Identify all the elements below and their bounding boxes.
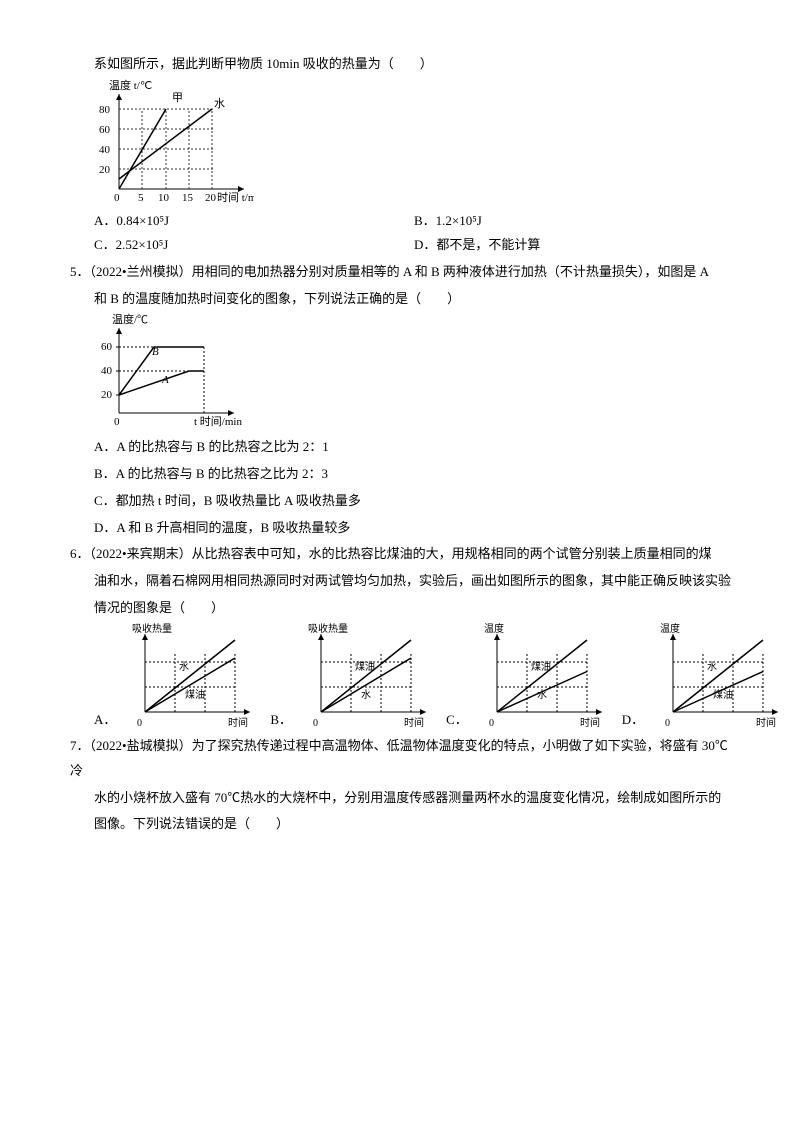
svg-text:时间: 时间: [756, 716, 776, 729]
q5-chart: 温度/℃ 20 40 60 B A 0 t 时间/min: [70, 313, 734, 433]
x-axis-label: t 时间/min: [194, 415, 242, 428]
q6-line1: 6．（2022•来宾期末）从比热容表中可知，水的比热容比煤油的大，用规格相同的两…: [70, 542, 734, 567]
svg-text:80: 80: [99, 104, 111, 116]
svg-text:时间: 时间: [228, 716, 248, 729]
q4-tail: 系如图所示，据此判断甲物质 10min 吸收的热量为（ ）: [70, 52, 734, 77]
q5-line1: 5．（2022•兰州模拟）用相同的电加热器分别对质量相等的 A 和 B 两种液体…: [70, 260, 734, 285]
svg-text:温度: 温度: [484, 622, 504, 635]
svg-text:水: 水: [361, 689, 371, 701]
svg-text:0: 0: [489, 718, 494, 729]
q5-opt-b: B．A 的比热容与 B 的比热容之比为 2：3: [70, 462, 734, 487]
svg-text:0: 0: [137, 718, 142, 729]
x-axis-label: 时间 t/min: [217, 191, 254, 204]
q5-opt-c: C．都加热 t 时间，B 吸收热量比 A 吸收热量多: [70, 489, 734, 514]
svg-text:0: 0: [665, 718, 670, 729]
series-a: A: [161, 374, 169, 386]
svg-text:温度: 温度: [660, 622, 680, 635]
q4-opt-d: D．都不是，不能计算: [414, 233, 734, 258]
svg-text:60: 60: [101, 341, 113, 353]
q5-line2: 和 B 的温度随加热时间变化的图象，下列说法正确的是（ ）: [70, 287, 734, 312]
svg-text:吸收热量: 吸收热量: [132, 622, 172, 635]
svg-text:60: 60: [99, 124, 111, 136]
svg-text:水: 水: [537, 689, 547, 701]
svg-text:时间: 时间: [580, 716, 600, 729]
q7-line3: 图像。下列说法错误的是（ ）: [70, 812, 734, 837]
svg-text:20: 20: [101, 389, 113, 401]
q4-opt-a: A．0.84×10⁵J: [94, 209, 414, 234]
svg-text:吸收热量: 吸收热量: [308, 622, 348, 635]
svg-text:煤油: 煤油: [713, 688, 733, 701]
series-jia: 甲: [172, 92, 183, 104]
svg-text:15: 15: [182, 192, 194, 204]
q5-opt-a: A．A 的比热容与 B 的比热容之比为 2：1: [70, 435, 734, 460]
svg-text:0: 0: [114, 192, 120, 204]
svg-text:5: 5: [138, 192, 144, 204]
svg-text:20: 20: [205, 192, 217, 204]
q5-opt-d: D．A 和 B 升高相同的温度，B 吸收热量较多: [70, 516, 734, 541]
q6-charts: A． 吸收热量 水 煤油 0 时间: [70, 622, 734, 732]
svg-text:煤油: 煤油: [355, 660, 375, 673]
q4-opt-b: B．1.2×10⁵J: [414, 209, 734, 234]
q4-opt-c: C．2.52×10⁵J: [94, 233, 414, 258]
series-water: 水: [214, 97, 225, 110]
q7-line2: 水的小烧杯放入盛有 70℃热水的大烧杯中，分别用温度传感器测量两杯水的温度变化情…: [70, 786, 734, 811]
svg-text:水: 水: [707, 661, 717, 673]
svg-text:水: 水: [179, 661, 189, 673]
svg-text:时间: 时间: [404, 716, 424, 729]
y-axis-label: 温度/℃: [112, 313, 148, 326]
svg-text:0: 0: [114, 416, 120, 428]
svg-text:40: 40: [99, 144, 111, 156]
svg-text:20: 20: [99, 164, 111, 176]
q4-chart: 温度 t/℃ 20 40 60 80 0 5 10 15 20 时间 t/min…: [70, 79, 734, 209]
q6-line2: 油和水，隔着石棉网用相同热源同时对两试管均匀加热，实验后，画出如图所示的图象，其…: [70, 569, 734, 594]
y-axis-label: 温度 t/℃: [109, 79, 152, 92]
svg-text:煤油: 煤油: [185, 688, 205, 701]
svg-text:40: 40: [101, 365, 113, 377]
q7-line1: 7．（2022•盐城模拟）为了探究热传递过程中高温物体、低温物体温度变化的特点，…: [70, 734, 734, 783]
q6-line3: 情况的图象是（ ）: [70, 596, 734, 621]
svg-text:0: 0: [313, 718, 318, 729]
svg-text:煤油: 煤油: [531, 660, 551, 673]
svg-text:10: 10: [158, 192, 170, 204]
series-b: B: [152, 346, 159, 358]
